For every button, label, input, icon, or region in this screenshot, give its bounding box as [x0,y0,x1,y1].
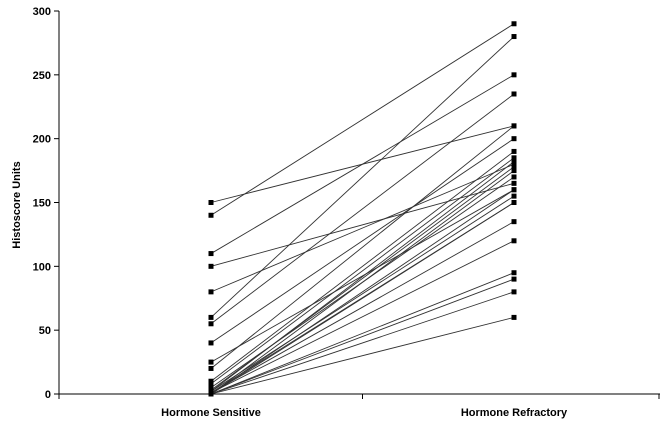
series-line [210,163,515,293]
data-point-marker [511,161,517,167]
series-line [210,182,515,267]
data-point-marker [511,180,517,186]
data-point-marker [208,381,214,387]
axes: 0 50 100 150 200 250 300 Hormone Sensitive Hormo… [33,6,660,419]
data-point-marker [511,91,517,97]
data-point-marker [511,148,517,154]
data-markers [208,21,517,397]
series-line [210,240,515,394]
data-point-marker [511,276,517,282]
data-point-marker [208,365,214,371]
data-point-marker [511,168,517,174]
data-point-marker [511,123,517,129]
data-point-marker [511,314,517,320]
series-line [210,189,515,363]
x-category-label: Hormone Sensitive [161,407,261,419]
y-axis-title: Histoscore Units [11,161,23,248]
data-point-marker [511,238,517,244]
series-line [210,93,515,325]
data-point-marker [208,321,214,327]
series-line [210,189,515,395]
data-point-marker [208,340,214,346]
series-line [210,157,515,385]
data-point-marker [511,193,517,199]
series-line [210,291,515,395]
data-point-marker [511,270,517,276]
series-line [210,138,515,344]
data-point-marker [511,159,517,165]
series-line [210,23,515,216]
data-point-marker [511,136,517,142]
series-line [210,151,515,382]
data-point-marker [511,164,517,170]
data-point-marker [511,21,517,27]
y-tick-label: 300 [33,6,51,18]
data-point-marker [511,72,517,78]
data-point-marker [511,34,517,40]
series-line [210,272,515,395]
data-point-marker [208,314,214,320]
y-tick-label: 250 [33,70,51,82]
y-tick-label: 100 [33,261,51,273]
data-point-marker [208,200,214,205]
data-point-marker [208,391,214,397]
x-category-label: Hormone Refractory [461,407,568,419]
data-point-marker [208,385,214,391]
data-point-marker [511,289,517,295]
data-point-marker [511,219,517,225]
data-point-marker [208,251,214,257]
series-line [210,221,515,394]
series-line [210,161,515,392]
y-tick-label: 0 [45,389,51,401]
data-point-marker [511,200,517,205]
series-line [210,316,515,395]
data-point-marker [511,187,517,193]
series-line [210,36,515,318]
data-point-marker [511,174,517,180]
series-lines [210,23,515,395]
data-point-marker [208,378,214,384]
series-line [210,202,515,395]
series-line [210,125,515,369]
series-line [210,74,515,254]
series-line [210,170,515,395]
data-point-marker [208,359,214,365]
series-line [210,195,515,392]
y-tick-label: 50 [39,325,51,337]
data-point-marker [208,212,214,218]
data-point-marker [511,155,517,161]
series-line [210,278,515,395]
y-tick-label: 200 [33,134,51,146]
data-point-marker [208,263,214,269]
data-point-marker [208,289,214,295]
y-tick-label: 150 [33,198,51,210]
